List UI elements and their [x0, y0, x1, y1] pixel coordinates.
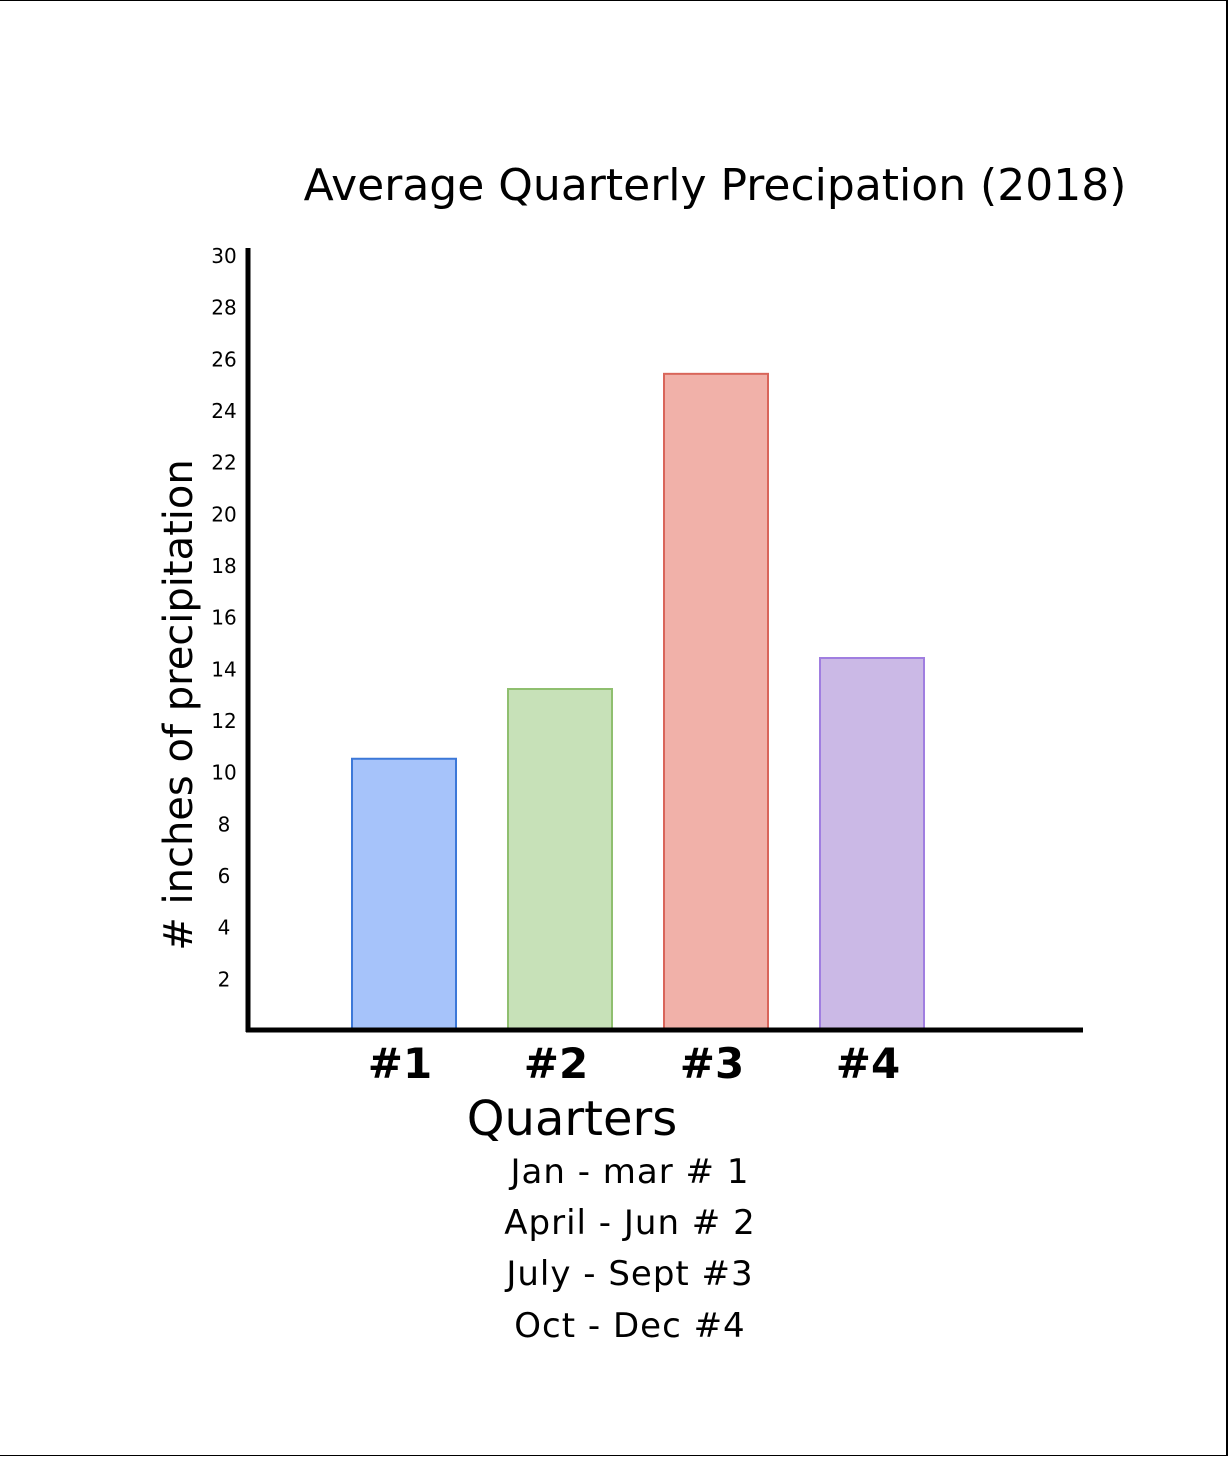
bar-quarter-4	[819, 657, 925, 1031]
y-tick-label-6: 6	[218, 864, 231, 888]
y-tick-label-26: 26	[211, 347, 236, 371]
y-tick-label-30: 30	[211, 244, 236, 268]
y-tick-label-24: 24	[211, 399, 236, 423]
y-tick-label-16: 16	[211, 606, 236, 630]
quarter-key-line-4: Oct - Dec #4	[514, 1306, 746, 1346]
quarter-key-line-3: July - Sept #3	[506, 1254, 754, 1294]
bar-quarter-3	[663, 372, 769, 1032]
y-tick-label-22: 22	[211, 451, 236, 475]
y-tick-label-18: 18	[211, 554, 236, 578]
y-tick-label-12: 12	[211, 709, 236, 733]
x-tick-label-4: #4	[836, 1039, 900, 1088]
x-tick-label-2: #2	[524, 1039, 588, 1088]
y-tick-label-8: 8	[218, 812, 231, 836]
y-tick-label-4: 4	[218, 916, 231, 940]
x-tick-label-1: #1	[368, 1039, 432, 1088]
x-tick-label-3: #3	[680, 1039, 744, 1088]
chart-title: Average Quarterly Precipation (2018)	[304, 160, 1127, 211]
bars-group	[351, 372, 925, 1032]
x-tick-labels: #1 #2 #3 #4	[368, 1039, 900, 1088]
y-tick-label-20: 20	[211, 502, 236, 526]
bar-quarter-2	[507, 688, 613, 1031]
bar-quarter-1	[351, 757, 457, 1031]
quarter-key-line-2: April - Jun # 2	[504, 1203, 756, 1243]
x-axis-label: Quarters	[467, 1091, 677, 1147]
quarter-key-line-1: Jan - mar # 1	[510, 1152, 750, 1192]
y-tick-label-14: 14	[211, 657, 236, 681]
y-tick-label-2: 2	[218, 967, 231, 991]
y-axis-label: # inches of precipitation	[156, 459, 202, 950]
y-tick-label-10: 10	[211, 761, 236, 785]
y-tick-label-28: 28	[211, 296, 236, 320]
